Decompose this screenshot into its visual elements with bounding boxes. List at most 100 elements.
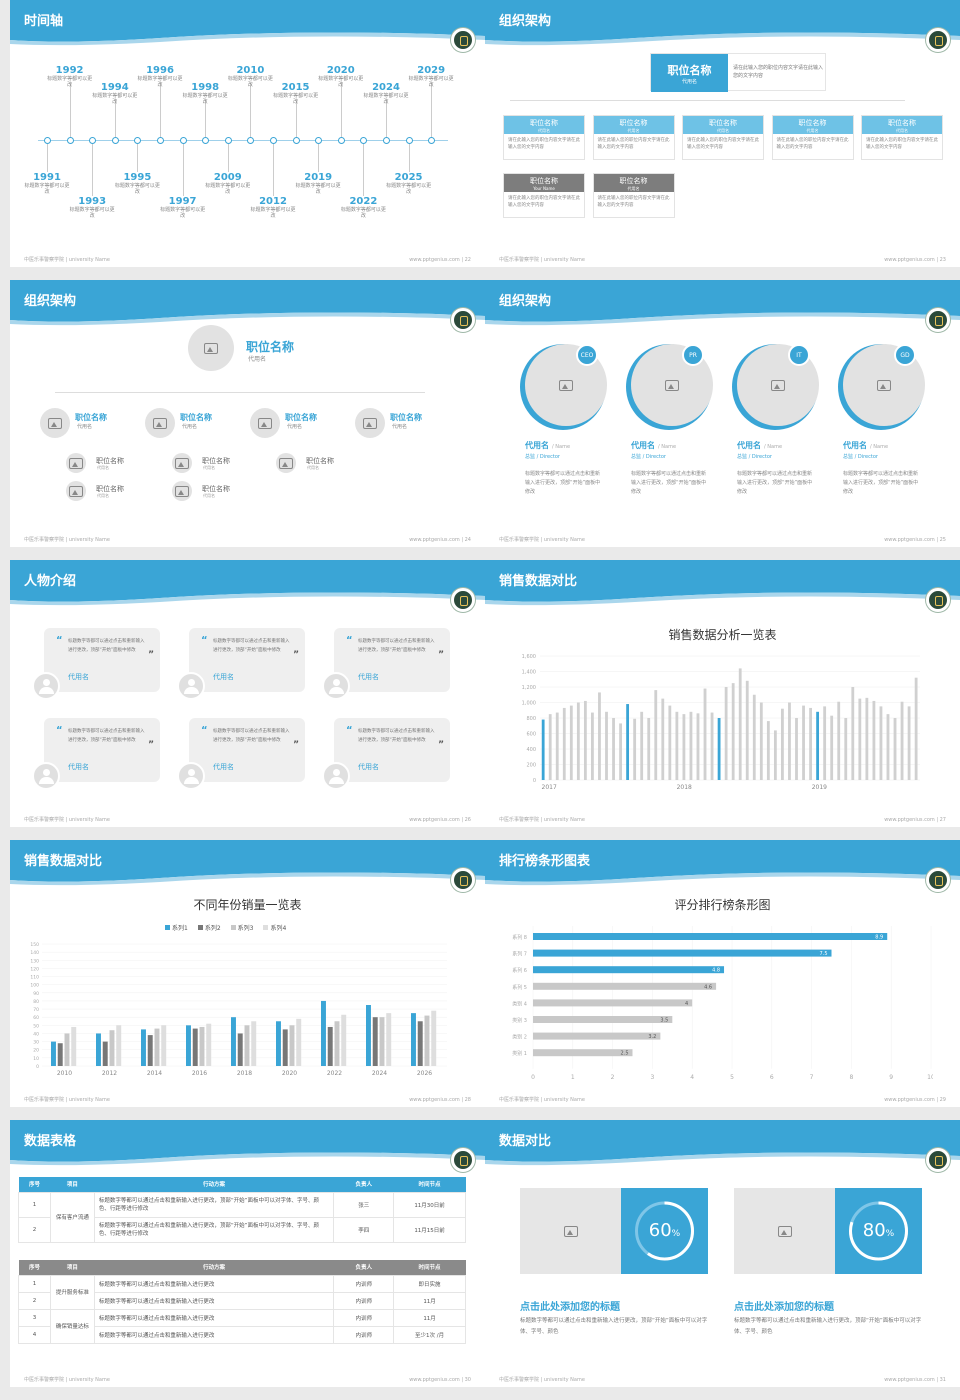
- quote-open-icon: “: [346, 635, 353, 646]
- image-placeholder[interactable]: [520, 1188, 621, 1274]
- compare-title: 点击此处添加您的标题: [520, 1302, 620, 1313]
- timeline-stem: [318, 144, 320, 172]
- y-tick-label: 600: [526, 732, 536, 738]
- slide-title: 数据对比: [499, 1134, 552, 1149]
- quote-open-icon: “: [346, 725, 353, 736]
- image-placeholder[interactable]: [734, 1188, 835, 1274]
- bar: [141, 1029, 146, 1066]
- org-member-sub: 代用名: [182, 424, 198, 430]
- avatar[interactable]: [177, 762, 205, 790]
- org-card-sub: Your Name: [533, 186, 555, 191]
- data-label: 3.5: [660, 1018, 668, 1024]
- bar: [417, 1021, 423, 1066]
- bar: [206, 1023, 212, 1066]
- role-badge: GD: [894, 344, 916, 366]
- member-role: 总监 / Director: [525, 454, 560, 460]
- top-photo[interactable]: [188, 325, 234, 371]
- org-card-sub: 代用名: [806, 128, 819, 133]
- x-tick-label: 2022: [327, 1070, 342, 1077]
- member-photo[interactable]: [145, 408, 175, 438]
- avatar[interactable]: [177, 672, 205, 700]
- bar: [569, 705, 573, 780]
- org-top-card[interactable]: 职位名称 代用名 请在此输入您的职位内容文字请在此输入您的文字内容: [650, 53, 826, 92]
- org-card[interactable]: 职位名称 代用名 请在此输入您的职位内容文字请在此输入您的文字内容: [592, 115, 675, 160]
- row-date: 11月30日前: [393, 1191, 466, 1218]
- timeline-stem: [182, 144, 184, 196]
- bar: [802, 705, 805, 780]
- footer-url: www.pptgenius.com: [884, 817, 935, 823]
- timeline-dot: [89, 137, 97, 144]
- member-photo[interactable]: [172, 481, 192, 501]
- image-icon: [258, 417, 272, 429]
- avatar[interactable]: [32, 762, 60, 790]
- org-card[interactable]: 职位名称 代用名 请在此输入您的职位内容文字请在此输入您的文字内容: [861, 115, 943, 160]
- slide-title: 排行榜条形图表: [499, 854, 591, 869]
- member-photo[interactable]: [172, 453, 192, 473]
- name-cn: 代用名: [525, 441, 549, 450]
- bar: [296, 1018, 302, 1066]
- bar: [583, 700, 587, 780]
- page-number: 28: [464, 1097, 471, 1103]
- org-card-header: 职位名称 代用名: [862, 116, 942, 134]
- user-icon: [333, 769, 340, 776]
- bar: [837, 701, 841, 780]
- x-tick-label: 2020: [282, 1070, 297, 1077]
- member-photo[interactable]: [66, 481, 86, 501]
- member-photo[interactable]: [250, 408, 280, 438]
- event-text: 标题数字等都可以更改: [250, 207, 296, 219]
- org-card[interactable]: 职位名称 代用名 请在此输入您的职位内容文字请在此输入您的文字内容: [682, 115, 764, 160]
- org-card[interactable]: 职位名称 Your Name 请在此输入您的职位内容文字请在此输入您的文字内容: [503, 173, 585, 218]
- avatar[interactable]: [322, 672, 350, 700]
- page-number: 25: [939, 537, 946, 543]
- event-text: 标题数字等都可以更改: [182, 93, 228, 105]
- data-label: 7.5: [820, 951, 828, 957]
- member-role: 总监 / Director: [631, 454, 666, 460]
- event-text: 标题数字等都可以更改: [137, 76, 183, 88]
- member-photo[interactable]: [40, 408, 70, 438]
- table-row: 3 确保销量达标 标题数字等都可以通过点击和重新输入进行更改 内训师 11月: [18, 1308, 466, 1344]
- member-photo[interactable]: [355, 408, 385, 438]
- member-photo[interactable]: [66, 453, 86, 473]
- avatar[interactable]: [32, 672, 60, 700]
- row-plan: 标题数字等都可以通过点击和重新输入进行更改: [93, 1291, 335, 1310]
- org-card[interactable]: 职位名称 代用名 请在此输入您的职位内容文字请在此输入您的文字内容: [503, 115, 585, 160]
- y-tick-label: 150: [30, 942, 39, 948]
- member-photo[interactable]: [276, 453, 296, 473]
- timeline-dot: [202, 137, 210, 144]
- page-number: 30: [464, 1377, 471, 1383]
- x-tick-label: 2019: [812, 784, 827, 791]
- x-tick-label: 6: [770, 1074, 774, 1081]
- org-member-title: 职位名称: [390, 413, 422, 422]
- bar: [605, 711, 608, 780]
- y-tick-label: 60: [33, 1015, 39, 1021]
- bar: [640, 711, 644, 780]
- org-card-desc: 请在此输入您的职位内容文字请在此输入您的文字内容: [508, 138, 580, 150]
- percent-unit: %: [671, 1229, 681, 1239]
- timeline-stem: [363, 144, 365, 196]
- footer-university-name: 中医乐事警察学院 | university Name: [24, 257, 110, 263]
- table-header-cell: 行动方案: [94, 1177, 334, 1192]
- x-tick-label: 1: [571, 1074, 575, 1081]
- org-leaf-title: 职位名称: [202, 457, 230, 465]
- avatar[interactable]: [322, 762, 350, 790]
- y-tick-label: 70: [33, 1007, 39, 1013]
- slide-title: 组织架构: [499, 294, 552, 309]
- timeline-dot: [111, 137, 119, 144]
- x-tick-label: 2010: [57, 1070, 72, 1077]
- quote-text: 标题数字等都可以通过点击和重新输入进行更改，顶部“开始”面板中修改: [213, 729, 290, 743]
- bar: [914, 677, 918, 780]
- table-header-cell: 序号: [18, 1177, 51, 1192]
- bar: [154, 1028, 160, 1066]
- university-logo-icon: [926, 588, 950, 612]
- chart-title: 销售数据分析一览表: [668, 628, 777, 642]
- name-en: / Name: [552, 444, 571, 450]
- row-number: 2: [18, 1291, 51, 1310]
- percent-value: 60%: [621, 1220, 708, 1241]
- footer-right: www.pptgenius.com | 27: [884, 817, 946, 823]
- org-leaf-title: 职位名称: [202, 485, 230, 493]
- org-card[interactable]: 职位名称 代用名 请在此输入您的职位内容文字请在此输入您的文字内容: [771, 115, 854, 160]
- org-desc: 请在此输入您的职位内容文字请在此输入您的文字内容: [733, 65, 824, 79]
- event-year: 2010: [236, 65, 265, 76]
- org-card[interactable]: 职位名称 代用名 请在此输入您的职位内容文字请在此输入您的文字内容: [592, 173, 675, 218]
- y-tick-label: 110: [30, 975, 39, 981]
